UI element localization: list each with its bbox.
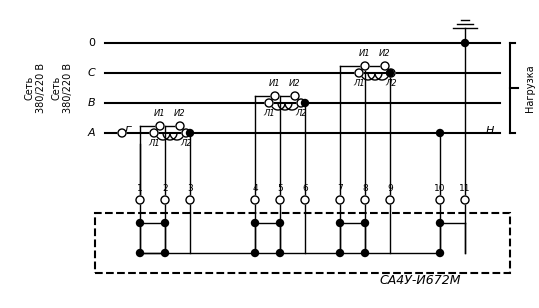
Text: СА4У-И672М: СА4У-И672М [379, 274, 461, 286]
Text: 6: 6 [302, 184, 308, 193]
Text: Г: Г [125, 126, 131, 136]
Circle shape [186, 196, 194, 204]
Circle shape [386, 196, 394, 204]
Circle shape [277, 249, 284, 257]
Circle shape [336, 196, 344, 204]
Text: Нагрузка: Нагрузка [525, 64, 535, 112]
Circle shape [355, 69, 363, 77]
Text: И2: И2 [174, 109, 186, 118]
Circle shape [136, 220, 143, 226]
Circle shape [381, 62, 389, 70]
Text: 11: 11 [459, 184, 471, 193]
Text: Л1: Л1 [148, 139, 160, 148]
Text: Л1: Л1 [263, 109, 275, 118]
Circle shape [437, 220, 444, 226]
Circle shape [118, 129, 126, 137]
Circle shape [361, 196, 369, 204]
Text: 2: 2 [162, 184, 168, 193]
Circle shape [276, 196, 284, 204]
Circle shape [136, 249, 143, 257]
Circle shape [252, 220, 259, 226]
Text: 0: 0 [88, 38, 95, 48]
Circle shape [437, 249, 444, 257]
Text: И2: И2 [289, 79, 301, 88]
Circle shape [265, 99, 273, 107]
Text: 7: 7 [337, 184, 343, 193]
Circle shape [136, 196, 144, 204]
Circle shape [252, 249, 259, 257]
Text: Л2: Л2 [385, 79, 397, 88]
Circle shape [156, 122, 164, 130]
Circle shape [182, 129, 190, 137]
Circle shape [277, 220, 284, 226]
Circle shape [437, 129, 444, 136]
Circle shape [361, 62, 369, 70]
Text: Л2: Л2 [180, 139, 192, 148]
Text: И1: И1 [154, 109, 166, 118]
Text: 1: 1 [137, 184, 143, 193]
Circle shape [186, 129, 194, 136]
Circle shape [271, 92, 279, 100]
Text: Сеть
380/220 В: Сеть 380/220 В [24, 63, 46, 113]
Circle shape [461, 196, 469, 204]
Circle shape [162, 249, 169, 257]
Text: Л2: Л2 [295, 109, 307, 118]
Circle shape [362, 249, 369, 257]
Text: 5: 5 [277, 184, 283, 193]
Circle shape [251, 196, 259, 204]
Circle shape [336, 220, 343, 226]
Circle shape [301, 196, 309, 204]
Circle shape [162, 220, 169, 226]
Circle shape [386, 70, 393, 76]
Text: Л1: Л1 [353, 79, 365, 88]
Circle shape [297, 99, 305, 107]
Text: Сеть
380/220 В: Сеть 380/220 В [51, 63, 73, 113]
Text: И1: И1 [359, 49, 371, 58]
Circle shape [291, 92, 299, 100]
Circle shape [336, 249, 343, 257]
Circle shape [362, 220, 369, 226]
Text: 3: 3 [187, 184, 193, 193]
Text: 4: 4 [252, 184, 258, 193]
Text: И2: И2 [379, 49, 391, 58]
Text: C: C [87, 68, 95, 78]
Text: 10: 10 [434, 184, 446, 193]
Circle shape [161, 196, 169, 204]
Circle shape [387, 69, 395, 77]
Circle shape [150, 129, 158, 137]
Text: 8: 8 [362, 184, 368, 193]
Circle shape [176, 122, 184, 130]
Text: И1: И1 [269, 79, 281, 88]
Text: Н: Н [486, 126, 494, 136]
Circle shape [461, 39, 468, 47]
Text: 9: 9 [387, 184, 393, 193]
Text: A: A [87, 128, 95, 138]
Text: B: B [87, 98, 95, 108]
Circle shape [436, 196, 444, 204]
Circle shape [301, 99, 308, 107]
